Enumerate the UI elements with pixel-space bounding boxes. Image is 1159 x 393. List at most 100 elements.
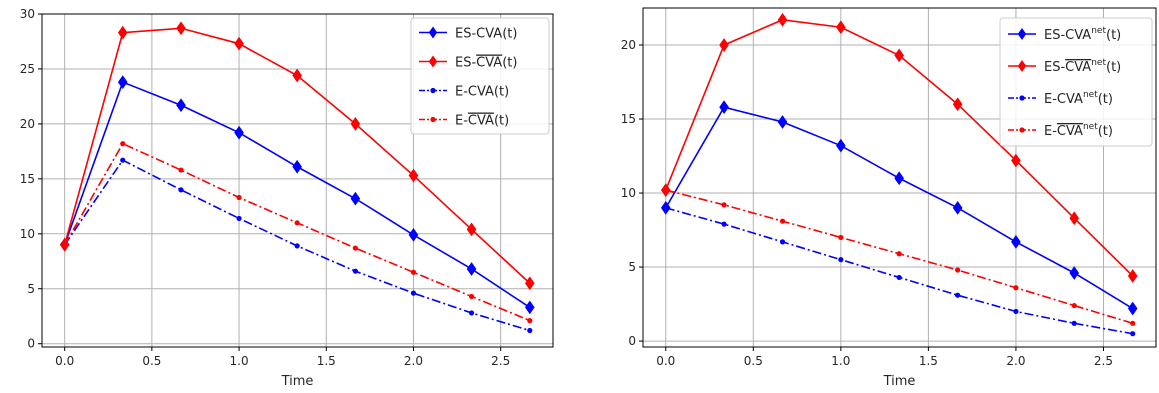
x-tick-label: 1.0 [230,354,249,368]
x-tick-label: 2.0 [404,354,423,368]
data-point [350,117,361,131]
axes-frame [642,7,1157,348]
legend-marker [430,116,436,123]
data-point [955,292,961,298]
legend-label: E-CVA(t) [455,114,509,129]
data-point [1069,266,1080,280]
data-point [1069,211,1080,226]
data-point [777,115,788,129]
y-tick-label: 30 [20,7,35,21]
data-point [468,310,475,316]
data-point [1130,320,1136,326]
data-point [952,97,963,112]
legend-marker [1019,95,1025,101]
data-point [527,327,533,334]
y-tick-label: 25 [20,62,35,76]
data-point [1011,235,1021,249]
data-point [410,290,417,296]
series-line-2 [665,207,1133,335]
data-point [663,205,669,211]
legend-marker [1019,127,1025,133]
data-point [294,243,300,249]
data-point [777,12,788,27]
data-point [836,20,846,35]
data-point [1130,331,1136,337]
y-tick-label: 15 [621,112,636,126]
legend-label: ES-CVAnet(t) [1044,26,1121,43]
legend-box [410,17,550,135]
legend-label: ES-CVA(t) [455,56,517,71]
legend-marker [428,26,438,39]
data-point [524,300,535,315]
data-point [466,262,477,276]
x-tick-label: 2.0 [1006,354,1025,368]
data-point [117,75,128,90]
legend-box [999,17,1153,147]
data-point [527,318,533,324]
data-point [721,202,727,208]
data-point [1011,153,1021,168]
legend-label: E-CVAnet(t) [1044,122,1113,139]
axes-frame [41,13,554,348]
data-point [836,138,846,153]
data-point [178,167,184,173]
data-point [352,268,359,274]
data-point [721,221,727,227]
data-point [234,36,244,51]
data-point [952,200,963,215]
data-point [838,257,844,263]
data-point [178,187,184,193]
x-axis-label: Time [883,374,916,389]
legend-label: ES-CVAnet(t) [1044,58,1121,75]
legend-marker [428,55,438,68]
x-tick-label: 0.0 [656,354,675,368]
legend-marker [1017,28,1027,40]
y-tick-label: 0 [27,337,35,351]
x-tick-label: 1.5 [317,354,336,368]
chart-left: 0.0 0.5 1.0 1.5 2.0 2.5 0 5 10 15 20 25 30 Time ES-CVA… [20,7,554,389]
data-point [894,48,904,63]
data-point [779,218,786,224]
y-tick-label: 5 [628,260,636,274]
data-point [838,234,844,241]
data-point [894,171,904,186]
x-tick-label: 1.0 [831,354,850,368]
data-point [292,68,302,83]
data-point [955,267,961,273]
x-tick-label: 2.5 [491,354,510,368]
data-point [236,194,242,201]
x-axis-label: Time [281,374,314,389]
data-point [236,215,242,222]
y-tick-label: 0 [628,334,636,348]
y-tick-label: 5 [27,282,35,296]
x-tick-label: 1.5 [919,354,938,368]
data-point [1071,302,1077,309]
data-point [292,159,302,174]
data-point [410,269,417,275]
data-point [1013,308,1019,315]
data-point [120,141,126,147]
data-point [117,25,128,40]
data-point [779,239,786,245]
chart-right: 0.0 0.5 1.0 1.5 2.0 2.5 0 5 10 15 20 Time ES-CVAnet(… [621,7,1157,389]
data-point [352,245,359,251]
x-tick-label: 2.5 [1094,354,1113,368]
y-tick-label: 20 [20,117,35,131]
data-point [1071,320,1077,326]
y-tick-label: 20 [621,38,636,52]
data-point [524,276,535,291]
data-point [1127,269,1138,283]
data-point [350,191,361,206]
data-point [663,187,669,193]
data-point [1013,285,1019,291]
data-point [176,21,186,36]
legend-marker [1017,60,1027,72]
data-point [62,242,68,248]
legend-label: E-CVA(t) [455,85,509,100]
x-tick-label: 0.0 [55,354,74,368]
legend-label: ES-CVA(t) [455,27,517,42]
data-point [719,100,729,115]
data-point [466,222,477,237]
data-point [896,274,902,281]
